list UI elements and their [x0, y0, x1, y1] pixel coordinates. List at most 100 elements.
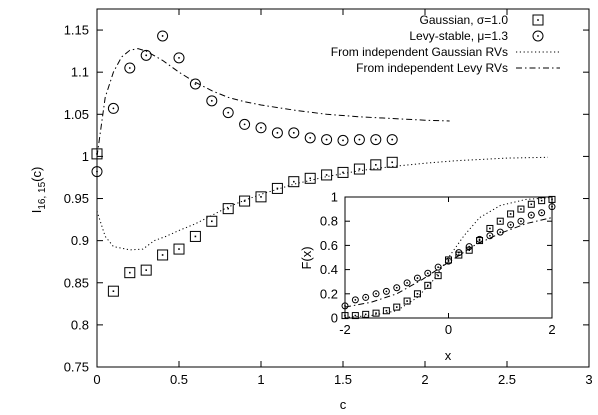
legend-sample-0-center [537, 19, 539, 21]
main-series-1-point-ring [321, 134, 333, 146]
main-series-0-point-center [227, 207, 229, 210]
inset-series-1-point-center [364, 296, 367, 299]
main-series-1-point-center [227, 111, 230, 114]
main-series-0-point-center [194, 235, 197, 238]
inset-series-1-point-center [489, 234, 491, 237]
main-series-0-point-box [91, 148, 103, 160]
inset-series-1-point-ring [341, 302, 349, 310]
inset-series-1-point-center [468, 245, 471, 248]
inset-series-0-point-box [507, 210, 515, 218]
inset-series-1-point-ring [434, 263, 442, 271]
inset-series-0-point-center [395, 306, 398, 308]
inset-series-0-point-box [538, 197, 546, 205]
inset-series-0-point [382, 307, 390, 315]
main-series-1-point-center [128, 67, 131, 69]
inset-series-0-point-center [468, 249, 470, 252]
inset-series-0-point-box [517, 205, 525, 213]
inset-series-0-point-center [499, 220, 502, 222]
inset-series-1-point [424, 269, 432, 277]
main-series-1-point-ring [304, 132, 316, 144]
inset-series-0-point-box [424, 281, 432, 289]
inset-series-1-point [434, 263, 442, 271]
inset-series-1-point [548, 203, 556, 211]
inset-series-0-point-box [403, 297, 411, 305]
main-series-0-point [222, 203, 234, 215]
main-y-tick-label: 1 [82, 149, 89, 164]
inset-series-0-point-center [406, 300, 408, 302]
inset-series-1-point-center [447, 260, 450, 263]
main-series-1-point-center [112, 107, 115, 110]
inset-series-1-point-center [457, 251, 460, 254]
main-series-0-point-box [255, 191, 267, 203]
inset-series-1-point [527, 211, 535, 219]
inset-series-0-point-box [341, 312, 349, 320]
inset-series-0-point-center [509, 213, 512, 215]
inset-series-1-point-center [540, 211, 543, 214]
main-series-3-line [96, 48, 450, 157]
inset-series-0-point [538, 197, 546, 205]
main-x-tick-label: 0.5 [170, 372, 188, 387]
inset-y-tick-label: 0.2 [320, 286, 338, 301]
inset-series-1-point-ring [424, 269, 432, 277]
main-series-1-point-ring [173, 52, 185, 64]
main-y-tick-label: 1.1 [71, 65, 89, 80]
inset-series-1-point-ring [393, 284, 401, 292]
main-x-tick-label: 3 [585, 372, 592, 387]
main-y-tick-label: 0.75 [64, 360, 89, 375]
inset-series-1-point-ring [372, 290, 380, 298]
main-series-0-point-center [211, 220, 213, 223]
main-series-0-point-box [271, 182, 283, 194]
legend-sample-1-center [537, 35, 539, 37]
inset-series-1-point-ring [403, 279, 411, 287]
main-x-tick-label: 0 [93, 372, 100, 387]
inset-series-1-point-ring [538, 209, 546, 217]
inset-x-tick-label: 0 [445, 322, 452, 337]
main-series-1-point-ring [157, 30, 169, 42]
inset-x-axis-label: x [445, 348, 452, 363]
inset-plot-background [345, 197, 552, 318]
inset-series-1-point [362, 293, 370, 301]
inset-x-tick-label: -2 [339, 322, 351, 337]
main-series-1-point-center [309, 136, 312, 139]
main-series-0-point [288, 176, 300, 188]
inset-series-0-point-box [382, 307, 390, 315]
inset-series-0-point-center [344, 314, 346, 317]
inset-series-1-point [517, 217, 525, 225]
main-series-1-point-ring [288, 127, 300, 139]
inset-series-0-point-box [393, 303, 401, 311]
inset-series-1-point-center [354, 298, 357, 301]
main-series-1-point-center [260, 126, 262, 129]
main-series-0-point-box [386, 156, 398, 168]
main-y-axis-label-main: I [29, 210, 44, 214]
main-series-0-point-center [145, 269, 147, 271]
inset-series-0-point-box [527, 200, 535, 208]
inset-series-0-point-center [530, 203, 533, 206]
legend-label-independent-gaussian: From independent Gaussian RVs [331, 45, 508, 59]
inset-series-1-point [507, 221, 515, 229]
main-series-1-point-center [194, 83, 197, 85]
inset-series-0-point [507, 210, 515, 218]
main-series-0-point [353, 163, 365, 175]
inset-series-0-point-center [416, 293, 419, 295]
main-series-1-point-ring [124, 62, 136, 74]
main-x-axis-label: c [340, 397, 347, 412]
main-series-0-point [107, 285, 119, 297]
inset-series-0-point-box [413, 290, 421, 298]
inset-series-1-point-center [551, 205, 553, 208]
inset-series-0-point [393, 303, 401, 311]
inset-y-tick-label: 0 [331, 311, 338, 326]
main-series-0-point-box [304, 172, 316, 184]
legend: Gaussian, σ=1.0 Levy-stable, μ=1.3 From … [331, 13, 560, 75]
main-series-1-point-center [292, 131, 295, 134]
main-y-axis-label: I16, 15(c) [29, 167, 48, 214]
main-series-1-point-center [243, 123, 246, 126]
inset-series-1-point-ring [486, 232, 494, 240]
main-series-0-point [255, 191, 267, 203]
inset-series-1-point-ring [476, 235, 484, 243]
main-series-1-point [271, 127, 283, 139]
main-series-1-point [353, 134, 365, 146]
main-series-0-point-box [321, 169, 333, 181]
main-series-1-point [91, 166, 103, 178]
inset-y-tick-label: 0.6 [320, 238, 338, 253]
main-series-0-point-center [342, 171, 344, 174]
